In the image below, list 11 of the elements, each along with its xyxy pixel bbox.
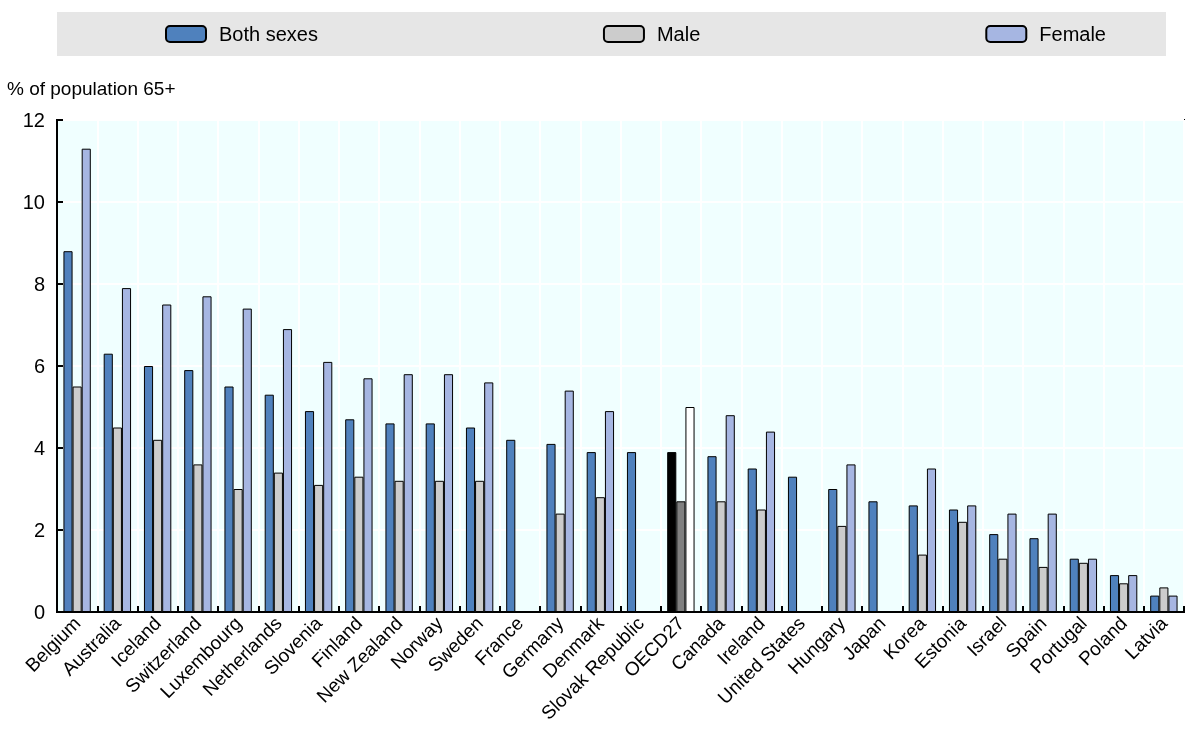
y-tick-label: 8	[33, 273, 45, 295]
legend-label: Male	[656, 23, 701, 45]
y-tick-label: 4	[33, 437, 45, 459]
legend-label: Both sexes	[219, 23, 318, 45]
y-tick-label: 0	[33, 601, 45, 623]
y-tick-label: 10	[22, 191, 45, 213]
y-tick-label: 12	[22, 109, 45, 131]
legend-label: Female	[1039, 23, 1106, 45]
y-tick-label: 6	[33, 355, 45, 377]
y-tick-label: 2	[33, 519, 45, 541]
y-axis-title: % of population 65+	[7, 78, 176, 99]
